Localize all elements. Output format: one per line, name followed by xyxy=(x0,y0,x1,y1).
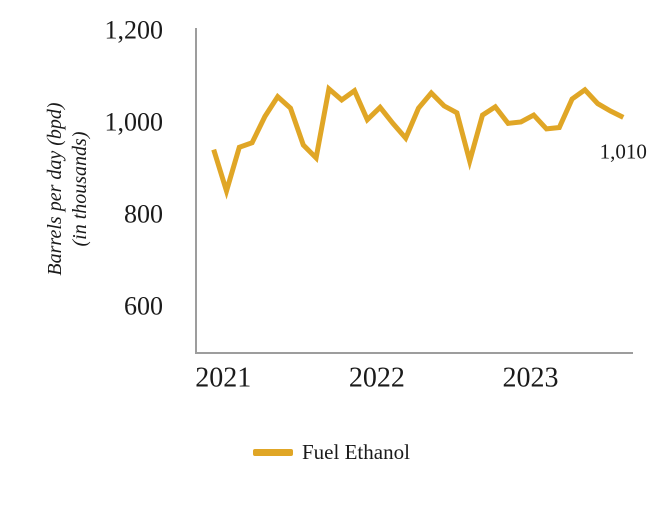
y-axis-title-line1: Barrels per day (bpd) xyxy=(44,102,66,276)
fuel-ethanol-line xyxy=(211,84,625,200)
y-axis-title-line2: (in thousands) xyxy=(69,131,91,247)
legend-label: Fuel Ethanol xyxy=(302,439,410,464)
y-tick-label: 600 xyxy=(124,292,163,321)
legend-line-swatch xyxy=(253,448,293,456)
y-tick-label: 1,200 xyxy=(105,16,164,45)
x-tick-label: 2023 xyxy=(503,363,559,394)
x-tick-label: 2021 xyxy=(195,363,251,394)
y-tick-label: 800 xyxy=(124,200,163,229)
end-label-group: 1,010 xyxy=(600,139,647,163)
y-tick-label: 1,000 xyxy=(105,108,164,137)
x-tick-label: 2022 xyxy=(349,363,405,394)
end-value-label: 1,010 xyxy=(600,139,647,163)
x-tick-labels: 2021 2022 2023 xyxy=(195,363,558,394)
y-axis-title: Barrels per day (bpd) (in thousands) xyxy=(43,102,93,275)
legend: Fuel Ethanol xyxy=(253,440,410,464)
y-tick-labels: 1,200 1,000 800 600 xyxy=(105,16,164,321)
series-lines xyxy=(211,84,625,200)
